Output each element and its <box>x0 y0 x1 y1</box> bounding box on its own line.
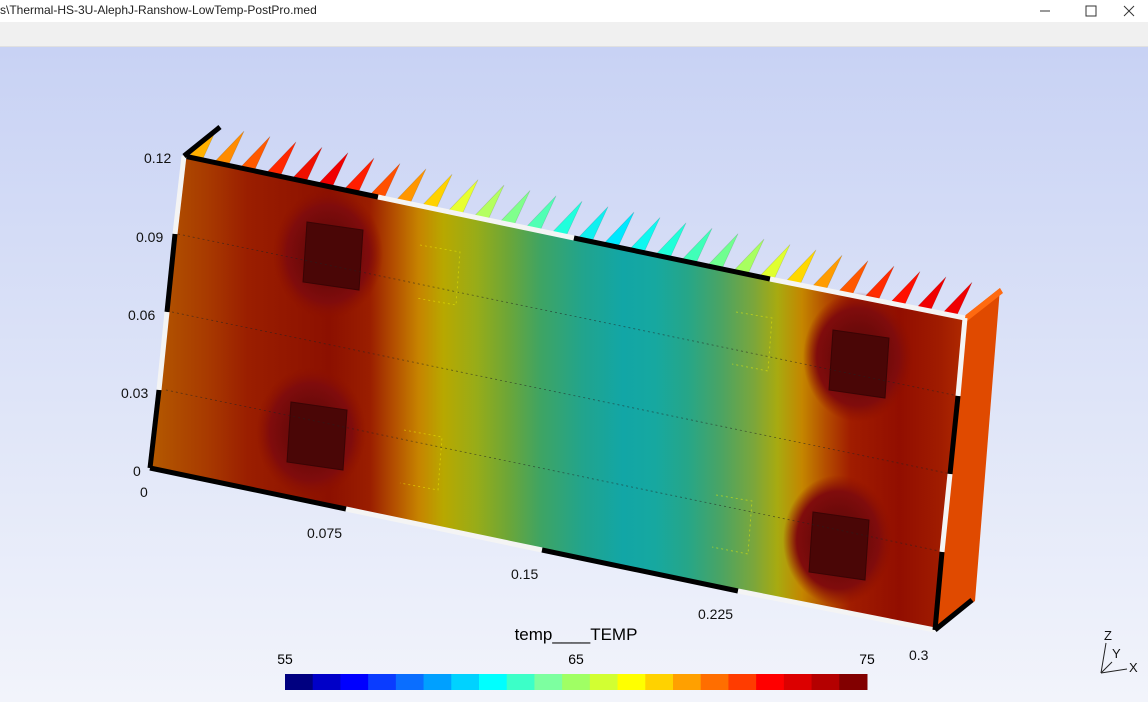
scalar-bar-swatch <box>506 674 535 690</box>
maximize-icon[interactable] <box>1068 0 1114 22</box>
x-axis: 0 0.075 0.15 0.225 0.3 <box>140 484 929 663</box>
window-title: s\Thermal-HS-3U-AlephJ-Ranshow-LowTemp-P… <box>0 3 317 17</box>
z-tick-label: 0.09 <box>136 229 163 245</box>
fin <box>837 260 869 296</box>
fin <box>499 190 531 226</box>
x-tick-label: 0.3 <box>909 647 929 663</box>
close-icon[interactable] <box>1106 0 1148 22</box>
component-pad <box>828 329 890 399</box>
scalar-bar: temp____TEMP 55 65 75 <box>277 625 875 690</box>
fin <box>291 146 323 182</box>
mesh-lines <box>165 233 959 555</box>
fin <box>577 206 609 242</box>
fin <box>421 173 453 209</box>
z-tick-label: 0.12 <box>144 150 171 166</box>
scalar-bar-mid-label: 65 <box>568 651 584 667</box>
scalar-bar-swatch <box>589 674 619 690</box>
fin <box>681 227 713 263</box>
heatsink-render: 0.12 0.09 0.06 0.03 0 0 0.075 0.15 0.225… <box>121 125 1138 690</box>
scalar-bar-swatch <box>423 674 452 690</box>
scalar-bar-swatch <box>645 674 674 690</box>
fin <box>889 271 921 307</box>
scalar-bar-swatch <box>728 674 757 690</box>
component-pad <box>302 221 364 291</box>
z-tick-label: 0 <box>133 463 141 479</box>
scalar-bar-swatches <box>285 674 868 690</box>
fin <box>265 141 297 177</box>
scalar-bar-swatch <box>562 674 591 690</box>
orientation-triad: Z Y X <box>1100 628 1138 675</box>
fin <box>785 249 817 285</box>
fin <box>317 152 349 188</box>
scalar-bar-title: temp____TEMP <box>515 625 638 644</box>
fin <box>655 222 687 258</box>
heatsink-fins <box>187 125 973 317</box>
fin <box>369 163 401 199</box>
scalar-bar-swatch <box>340 674 369 690</box>
fin <box>473 184 505 220</box>
z-tick-label: 0.03 <box>121 385 148 401</box>
fin <box>733 238 765 274</box>
fin <box>629 217 661 253</box>
x-tick-label: 0.15 <box>511 566 538 582</box>
triad-y-label: Y <box>1112 646 1121 661</box>
fin <box>395 168 427 204</box>
toolbar-strip <box>0 22 1148 47</box>
fin <box>811 254 843 290</box>
scalar-bar-swatch <box>395 674 425 690</box>
x-tick-label: 0.075 <box>307 525 342 541</box>
scalar-bar-swatch <box>839 674 868 690</box>
x-tick-label: 0.225 <box>698 606 733 622</box>
fin <box>551 200 583 236</box>
scalar-bar-swatch <box>368 674 397 690</box>
window-titlebar[interactable]: s\Thermal-HS-3U-AlephJ-Ranshow-LowTemp-P… <box>0 0 1148 22</box>
scalar-bar-swatch <box>673 674 702 690</box>
fin <box>759 244 791 280</box>
component-pad <box>286 401 348 471</box>
scalar-bar-swatch <box>700 674 729 690</box>
scalar-bar-swatch <box>811 674 840 690</box>
fin <box>941 281 973 317</box>
scalar-bar-swatch <box>783 674 813 690</box>
z-tick-label: 0.06 <box>128 307 155 323</box>
scalar-bar-swatch <box>285 674 314 690</box>
triad-x-label: X <box>1129 660 1138 675</box>
fin <box>915 276 947 312</box>
scalar-bar-swatch <box>617 674 646 690</box>
component-pad <box>808 511 870 581</box>
outline-edges <box>147 125 974 633</box>
scalar-bar-swatch <box>534 674 563 690</box>
triad-z-label: Z <box>1104 628 1112 643</box>
scalar-bar-swatch <box>451 674 480 690</box>
scalar-bar-swatch <box>312 674 341 690</box>
fin <box>343 157 375 193</box>
scalar-bar-min-label: 55 <box>277 651 293 667</box>
fin <box>239 136 271 172</box>
fin <box>603 211 635 247</box>
z-axis: 0.12 0.09 0.06 0.03 0 <box>121 150 171 479</box>
side-face-top <box>962 288 1003 322</box>
scalar-bar-swatch <box>479 674 508 690</box>
side-face <box>935 288 1000 630</box>
render-viewport[interactable]: 0.12 0.09 0.06 0.03 0 0 0.075 0.15 0.225… <box>0 47 1148 702</box>
fin <box>707 233 739 269</box>
minimize-icon[interactable] <box>1022 0 1068 22</box>
fin <box>525 195 557 231</box>
x-tick-label: 0 <box>140 484 148 500</box>
scalar-bar-swatch <box>756 674 785 690</box>
fin <box>213 130 245 166</box>
fin <box>447 179 479 215</box>
scalar-bar-max-label: 75 <box>859 651 875 667</box>
